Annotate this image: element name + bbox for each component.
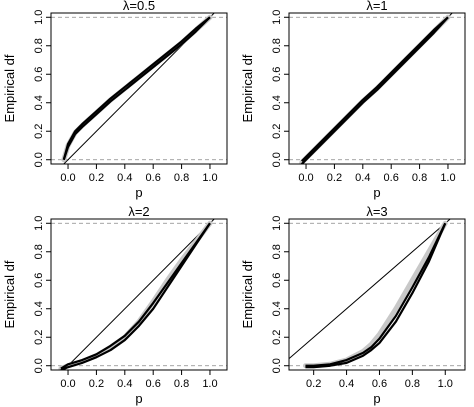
y-tick-label: 0.2 (271, 330, 283, 345)
y-tick-label: 1.0 (271, 10, 283, 25)
y-tick-label: 0.0 (33, 358, 45, 373)
panel-1: 0.0 0.2 0.4 0.6 0.8 1.0 0.0 0.2 0.4 0.6 0.8 1.0 λ=0.… (2, 0, 228, 200)
y-axis-label: Empirical df (2, 54, 17, 122)
plot-area (51, 13, 227, 164)
x-axis-label: p (135, 185, 142, 200)
empirical-df-line-1 (305, 222, 447, 367)
x-tick-label: 0.8 (405, 378, 420, 390)
x-tick-label: 0.4 (355, 172, 370, 184)
x-tick-label: 0.2 (327, 172, 342, 184)
y-axis-label: Empirical df (240, 54, 255, 122)
y-axis-label: Empirical df (240, 260, 255, 328)
panel-4: 0.2 0.4 0.6 0.8 1.0 0.0 0.2 0.4 0.6 0.8 1.0 λ=3 p Emp… (240, 204, 466, 406)
plot-area (289, 13, 465, 164)
panel-title: λ=2 (128, 204, 149, 219)
plot-frame (50, 218, 228, 371)
y-tick-label: 0.4 (271, 301, 283, 316)
x-axis-label: p (373, 391, 380, 406)
y-tick-label: 0.8 (271, 38, 283, 53)
x-tick-label: 0.6 (372, 378, 387, 390)
y-tick-label: 0.4 (33, 301, 45, 316)
plot-area (289, 219, 465, 369)
x-tick-label: 0.0 (60, 378, 75, 390)
x-tick-label: 0.8 (412, 172, 427, 184)
panel-title: λ=0.5 (123, 0, 155, 13)
empirical-df-line-2 (62, 16, 211, 161)
x-tick-label: 0.4 (117, 172, 132, 184)
x-tick-label: 1.0 (440, 172, 455, 184)
plot-frame (288, 12, 466, 165)
x-tick-label: 0.8 (174, 172, 189, 184)
y-tick-label: 0.2 (33, 124, 45, 139)
empirical-df-line-1 (60, 222, 211, 370)
x-tick-label: 1.0 (438, 378, 453, 390)
x-tick-label: 0.8 (174, 378, 189, 390)
y-tick-label: 0.8 (33, 244, 45, 259)
x-axis-label: p (135, 391, 142, 406)
y-tick-label: 0.2 (271, 124, 283, 139)
x-tick-label: 0.4 (117, 378, 132, 390)
y-tick-label: 0.6 (33, 67, 45, 82)
y-tick-label: 0.2 (33, 330, 45, 345)
panel-2: 0.0 0.2 0.4 0.6 0.8 1.0 0.0 0.2 0.4 0.6 0.8 1.0 λ=1 p… (240, 0, 466, 200)
diagonal-reference-line (289, 219, 451, 359)
panel-title: λ=1 (366, 0, 387, 13)
x-tick-label: 0.4 (339, 378, 354, 390)
y-tick-label: 0.0 (271, 152, 283, 167)
plot-frame (50, 12, 228, 165)
x-tick-label: 0.2 (89, 172, 104, 184)
panel-title: λ=3 (366, 204, 387, 219)
y-tick-label: 0.4 (271, 95, 283, 110)
y-tick-label: 1.0 (33, 216, 45, 231)
y-tick-label: 0.4 (33, 95, 45, 110)
y-tick-label: 0.0 (33, 152, 45, 167)
x-tick-label: 0.0 (298, 172, 313, 184)
x-tick-label: 0.6 (384, 172, 399, 184)
empirical-df-line-1 (300, 16, 449, 162)
x-tick-label: 1.0 (202, 172, 217, 184)
x-tick-label: 0.2 (89, 378, 104, 390)
y-tick-label: 1.0 (33, 10, 45, 25)
empirical-df-line-2 (300, 16, 449, 164)
y-tick-label: 0.6 (33, 273, 45, 288)
x-tick-label: 0.6 (146, 378, 161, 390)
y-tick-label: 0.6 (271, 273, 283, 288)
y-tick-label: 1.0 (271, 216, 283, 231)
x-tick-label: 1.0 (202, 378, 217, 390)
x-axis-label: p (373, 185, 380, 200)
plot-area (51, 219, 227, 370)
empirical-df-line-1 (62, 16, 211, 161)
x-tick-label: 0.2 (306, 378, 321, 390)
empirical-df-line-2 (60, 222, 211, 370)
plot-frame (288, 218, 466, 371)
y-tick-label: 0.8 (271, 244, 283, 259)
y-axis-label: Empirical df (2, 260, 17, 328)
y-tick-label: 0.8 (33, 38, 45, 53)
x-tick-label: 0.0 (60, 172, 75, 184)
y-tick-label: 0.6 (271, 67, 283, 82)
empirical-df-line-2 (305, 222, 447, 369)
x-tick-label: 0.6 (146, 172, 161, 184)
y-tick-label: 0.0 (271, 358, 283, 373)
panel-3: 0.0 0.2 0.4 0.6 0.8 1.0 0.0 0.2 0.4 0.6 0.8 1.0 λ=2 p… (2, 204, 228, 406)
diagonal-reference-line (63, 219, 215, 370)
